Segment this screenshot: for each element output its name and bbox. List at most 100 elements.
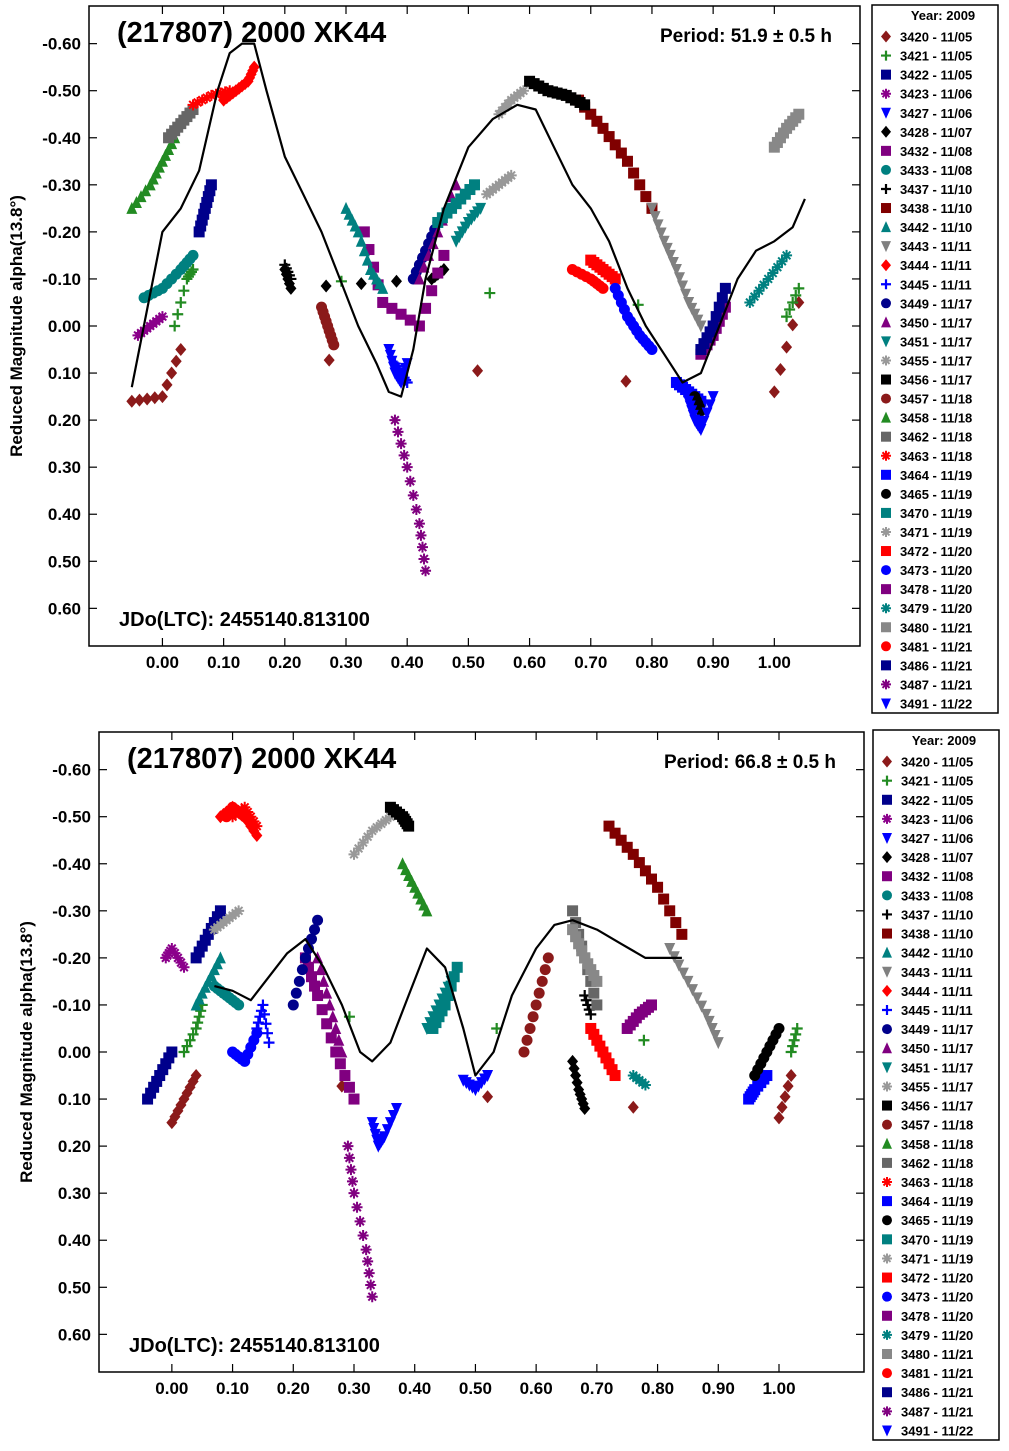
data-point	[192, 96, 204, 108]
x-tick-label: 0.00	[146, 653, 179, 672]
data-point	[771, 261, 783, 273]
series-3472	[585, 254, 621, 285]
data-point	[420, 565, 432, 577]
data-point	[354, 1215, 366, 1227]
y-tick-label: 0.10	[48, 364, 81, 383]
data-point	[439, 999, 451, 1011]
data-point	[774, 363, 786, 377]
data-point	[639, 865, 651, 877]
data-point	[205, 89, 217, 101]
legend-entry: 3438 - 11/10	[882, 927, 973, 942]
data-point	[287, 999, 299, 1011]
legend-label: 3478 - 11/20	[901, 1309, 973, 1324]
legend-marker-circle	[881, 298, 891, 309]
data-point	[151, 1075, 163, 1087]
y-tick-label: -0.40	[42, 129, 81, 148]
legend-label: 3457 - 11/18	[901, 1118, 973, 1133]
series-3445	[389, 358, 413, 388]
legend-marker-circle	[882, 890, 892, 901]
series-3478	[621, 999, 657, 1034]
legend-marker-triangle-down	[881, 336, 891, 348]
data-point	[328, 339, 340, 351]
data-point	[195, 1005, 207, 1017]
legend-header: Year: 2009	[912, 733, 976, 748]
series-3455	[348, 811, 396, 860]
data-point	[178, 285, 190, 297]
data-point	[600, 1052, 612, 1064]
data-point	[664, 249, 676, 262]
data-point	[190, 1069, 202, 1083]
series-3443	[646, 202, 707, 333]
data-point	[761, 1070, 773, 1082]
legend-marker-square	[881, 622, 891, 633]
legend-entry: 3463 - 11/18	[881, 449, 972, 464]
legend-marker-diamond	[881, 30, 891, 43]
data-point	[533, 987, 545, 999]
data-point	[686, 984, 698, 997]
legend-label: 3438 - 11/10	[901, 927, 973, 942]
legend-marker-plus	[881, 50, 891, 61]
data-point	[327, 1010, 339, 1023]
legend-entry: 3427 - 11/06	[881, 106, 972, 121]
legend-entry: 3421 - 11/05	[882, 774, 973, 789]
data-point	[784, 304, 796, 316]
data-point	[716, 292, 728, 304]
data-point	[306, 933, 317, 945]
x-tick-label: 0.50	[452, 653, 485, 672]
y-tick-label: 0.40	[58, 1231, 91, 1250]
series-3442	[190, 951, 226, 1011]
data-point	[716, 308, 728, 320]
legend-entry: 3462 - 11/18	[881, 430, 972, 445]
legend-entry: 3433 - 11/08	[881, 163, 972, 178]
lightcurve-chart: -0.60 -0.50 -0.40 -0.30 -0.20 -0.10 0.00 0.10 0.…	[7, 4, 999, 714]
legend-marker-triangle-down	[882, 966, 892, 978]
data-point	[482, 1090, 494, 1104]
data-point	[195, 220, 207, 232]
x-tick-label: 0.50	[459, 1379, 492, 1398]
series-3479	[744, 249, 793, 308]
data-point	[530, 999, 542, 1011]
legend-label: 3464 - 11/19	[900, 468, 972, 483]
data-point	[585, 108, 597, 120]
data-point	[126, 394, 138, 408]
data-point	[371, 821, 383, 833]
data-point	[413, 272, 425, 285]
y-tick-label: 0.20	[48, 411, 81, 430]
data-point	[785, 1069, 797, 1083]
data-point	[190, 952, 202, 964]
data-point	[776, 255, 788, 267]
legend-marker-star	[882, 1406, 892, 1417]
y-tick-label: -0.40	[52, 855, 91, 874]
data-point	[345, 1164, 357, 1176]
legend-label: 3433 - 11/08	[900, 163, 972, 178]
x-tick-label: 1.00	[762, 1379, 795, 1398]
data-point	[609, 1070, 621, 1082]
data-point	[156, 390, 168, 404]
x-tick-label: 0.70	[580, 1379, 613, 1398]
legend-marker-square	[882, 1310, 892, 1321]
data-point	[484, 287, 496, 299]
data-point	[418, 260, 430, 273]
data-point	[404, 314, 416, 326]
legend-marker-triangle-down	[882, 1425, 892, 1437]
data-point	[348, 1093, 360, 1105]
legend-entry: 3444 - 11/11	[882, 984, 973, 999]
legend-marker-triangle-up	[882, 1042, 892, 1054]
legend-label: 3479 - 11/20	[900, 601, 972, 616]
data-layer	[142, 800, 803, 1303]
data-point	[567, 924, 579, 936]
legend-label: 3455 - 11/17	[901, 1079, 973, 1094]
series-3438	[603, 820, 688, 940]
data-point	[673, 272, 685, 285]
data-point	[261, 1027, 273, 1039]
data-point	[576, 945, 588, 957]
legend-entry: 3420 - 11/05	[882, 755, 973, 770]
legend-marker-diamond	[882, 984, 892, 997]
data-point	[695, 344, 707, 356]
legend-entry: 3473 - 11/20	[881, 563, 972, 578]
legend-marker-circle	[882, 1024, 892, 1035]
data-point	[333, 1033, 345, 1046]
data-point	[779, 1090, 791, 1104]
plot-frame	[98, 731, 865, 1373]
series-3423	[160, 942, 190, 973]
